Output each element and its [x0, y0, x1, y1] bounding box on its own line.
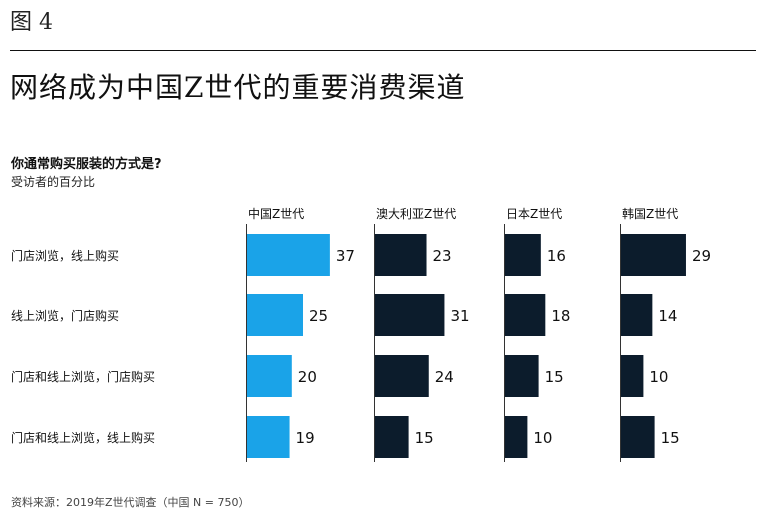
- bar: [247, 355, 292, 397]
- data-label: 14: [658, 307, 677, 325]
- data-label: 18: [551, 307, 570, 325]
- category-label: 线上浏览，门店购买: [11, 308, 119, 323]
- bar: [375, 234, 427, 276]
- bar: [505, 234, 541, 276]
- bar: [247, 416, 290, 458]
- bar: [375, 355, 429, 397]
- data-label: 10: [649, 368, 668, 386]
- series-header: 日本Z世代: [506, 207, 562, 221]
- data-label: 31: [450, 307, 469, 325]
- header-divider: [10, 50, 756, 51]
- bar: [505, 294, 546, 336]
- data-label: 15: [415, 429, 434, 447]
- data-label: 20: [298, 368, 317, 386]
- data-label: 24: [435, 368, 454, 386]
- survey-question: 你通常购买服装的方式是?: [11, 157, 162, 172]
- source-note: 资料来源：2019年Z世代调查（中国 N = 750）: [11, 496, 250, 509]
- data-label: 23: [433, 247, 452, 265]
- data-label: 37: [336, 247, 355, 265]
- bar: [375, 416, 409, 458]
- data-label: 16: [547, 247, 566, 265]
- category-label: 门店浏览，线上购买: [11, 248, 119, 263]
- data-label: 29: [692, 247, 711, 265]
- data-label: 19: [296, 429, 315, 447]
- bar: [247, 234, 330, 276]
- bar: [247, 294, 303, 336]
- bar: [375, 294, 445, 336]
- data-label: 10: [533, 429, 552, 447]
- bar: [505, 416, 528, 458]
- bar: [505, 355, 539, 397]
- bar: [621, 294, 653, 336]
- series-header: 中国Z世代: [248, 206, 304, 221]
- data-label: 15: [661, 429, 680, 447]
- series-header: 澳大利亚Z世代: [376, 207, 456, 221]
- figure-label: 图 4: [10, 10, 53, 35]
- bar: [621, 355, 644, 397]
- data-label: 25: [309, 307, 328, 325]
- category-label: 门店和线上浏览，门店购买: [11, 369, 155, 384]
- chart-subtitle: 受访者的百分比: [11, 175, 96, 189]
- bar: [621, 416, 655, 458]
- bar: [621, 234, 686, 276]
- series-header: 韩国Z世代: [622, 206, 678, 221]
- data-label: 15: [545, 368, 564, 386]
- category-label: 门店和线上浏览，线上购买: [11, 430, 155, 445]
- chart-title: 网络成为中国Z世代的重要消费渠道: [10, 71, 466, 104]
